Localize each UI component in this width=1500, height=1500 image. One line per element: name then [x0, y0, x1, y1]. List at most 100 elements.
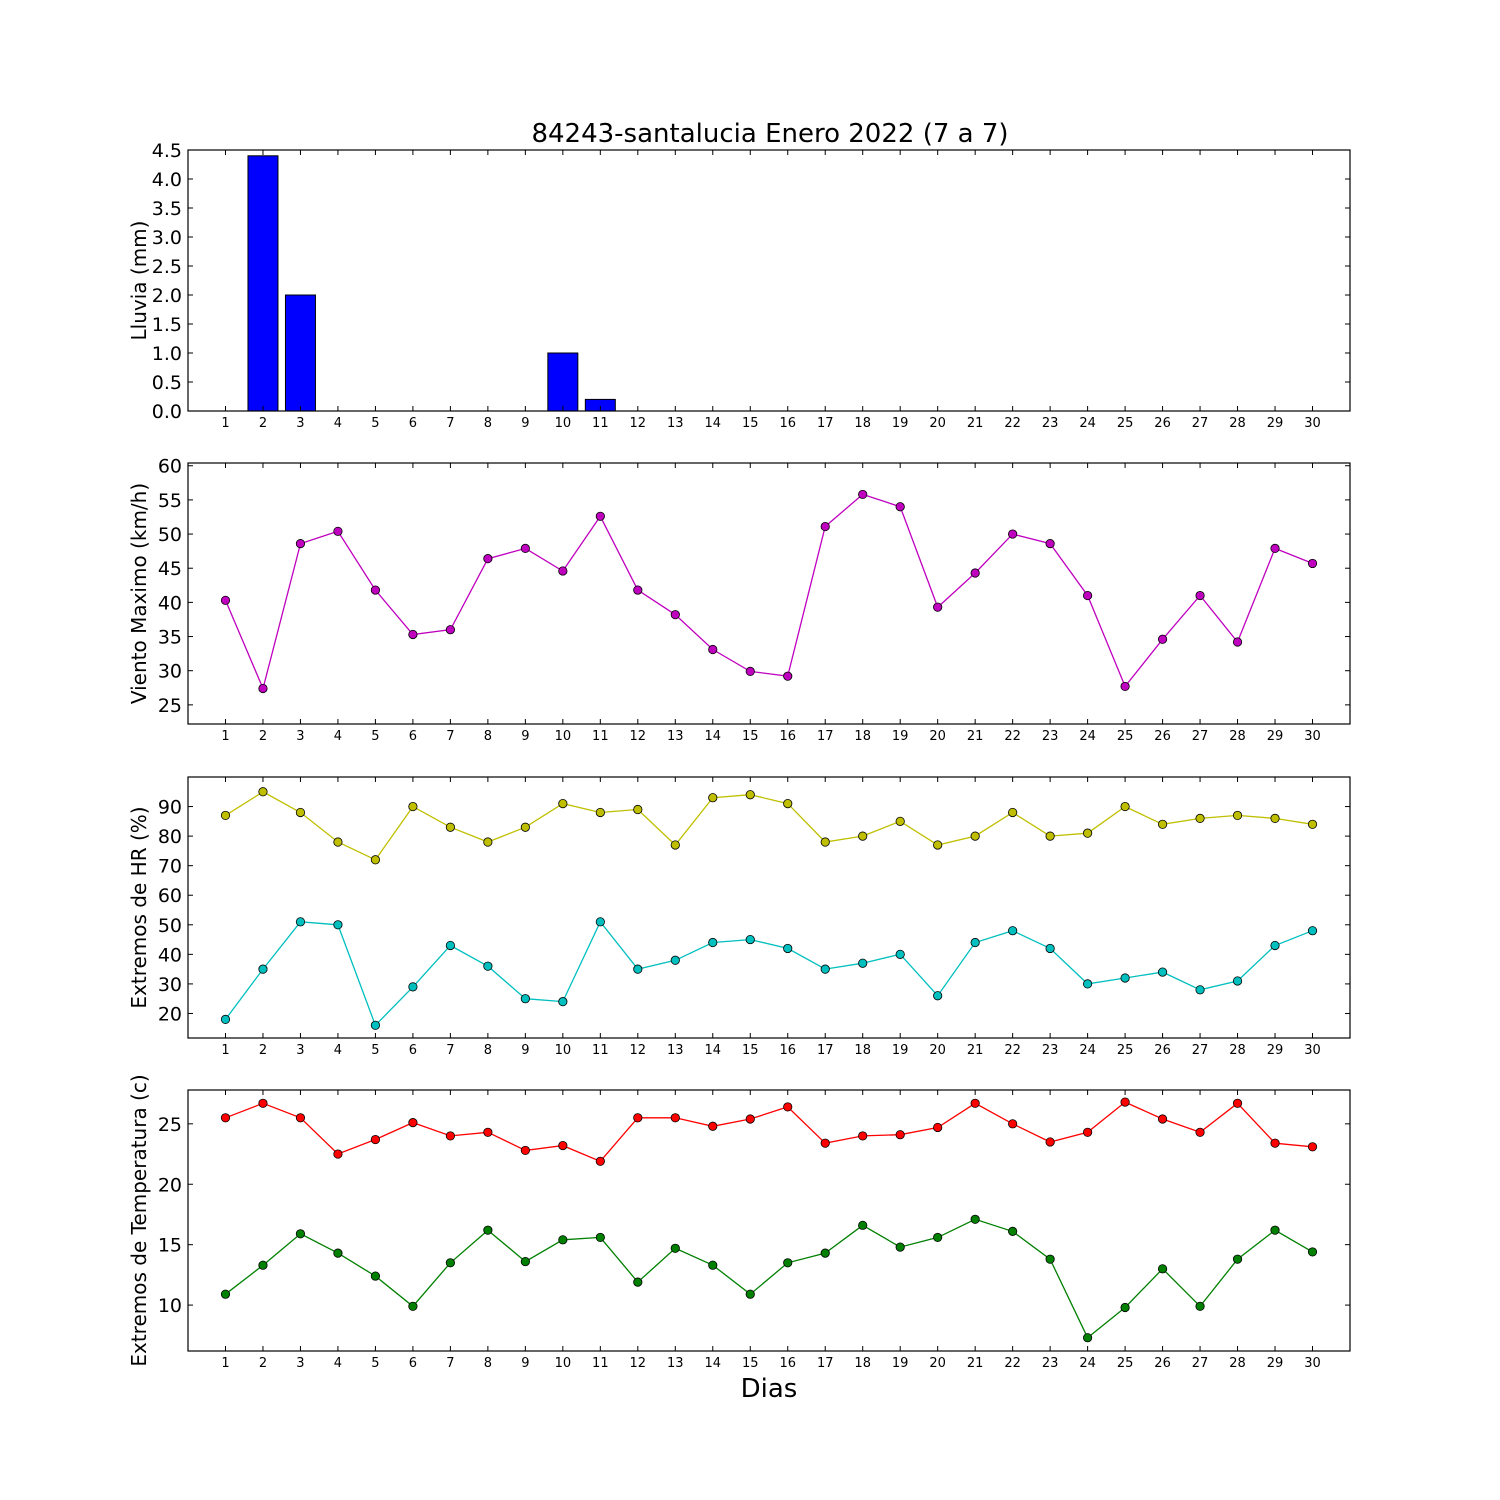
temperatura-point: [1307, 1247, 1318, 1257]
panel-temperatura: 1 2 3 4 5 6 7 8 9 10 11 12 13 14 15 16 17 18 19 20 21 22 23 24 2…: [127, 1074, 1351, 1371]
temperatura-point: [258, 1098, 268, 1108]
viento-point: [408, 629, 418, 640]
temperatura-point: [295, 1229, 306, 1239]
x-tick-label: 14: [705, 416, 722, 431]
x-tick-label: 18: [854, 1043, 871, 1058]
hr-point: [1083, 828, 1093, 838]
y-tick-label: 3.0: [152, 227, 182, 249]
hr-point: [558, 997, 568, 1007]
temperatura-point: [633, 1277, 643, 1287]
y-tick-label: 45: [158, 558, 182, 580]
viento-point: [745, 666, 755, 676]
temperatura-point: [1083, 1127, 1093, 1137]
y-tick-label: 60: [158, 456, 182, 478]
hr-point: [483, 837, 493, 847]
x-tick-label: 8: [484, 729, 492, 744]
x-tick-label: 28: [1229, 416, 1246, 431]
x-tick-label: 5: [371, 1043, 379, 1058]
hr-point: [820, 837, 830, 847]
temperatura-point: [295, 1113, 306, 1123]
hr-point: [1195, 985, 1205, 995]
temperatura-point: [1045, 1137, 1055, 1147]
x-tick-label: 17: [817, 729, 834, 744]
x-tick-label: 9: [521, 729, 529, 744]
x-tick-label: 10: [555, 1356, 572, 1371]
x-tick-label: 10: [555, 729, 572, 744]
x-tick-label: 4: [334, 1356, 342, 1371]
x-tick-label: 29: [1267, 1356, 1284, 1371]
x-tick-label: 21: [967, 1356, 984, 1371]
viento-point: [258, 683, 268, 694]
hr-point: [1045, 943, 1055, 954]
x-tick-label: 18: [854, 729, 871, 744]
x-tick-label: 10: [555, 416, 572, 431]
x-tick-label: 21: [967, 416, 984, 431]
temperatura-point: [670, 1113, 680, 1123]
x-tick-label: 15: [742, 1043, 759, 1058]
x-tick-label: 3: [296, 416, 304, 431]
viento-point: [220, 595, 231, 605]
temperatura-point: [633, 1113, 643, 1123]
temperatura-point: [858, 1131, 868, 1141]
y-tick-label: 40: [158, 592, 182, 614]
hr-point: [670, 955, 680, 965]
viento-point: [633, 585, 643, 595]
viento-point: [708, 644, 718, 655]
x-tick-label: 1: [221, 729, 229, 744]
temperatura-point: [445, 1131, 455, 1141]
viento-point: [670, 610, 680, 620]
hr-point: [1270, 940, 1280, 951]
hr-point: [1307, 819, 1318, 829]
temperatura-point: [445, 1258, 455, 1268]
y-tick-label: 70: [158, 856, 182, 878]
viento-point: [970, 568, 980, 578]
x-tick-label: 14: [705, 1043, 722, 1058]
hr-point: [820, 964, 830, 974]
x-tick-label: 3: [296, 1043, 304, 1058]
x-tick-label: 11: [592, 1043, 609, 1058]
hr-point: [783, 799, 793, 809]
x-tick-label: 13: [667, 1043, 684, 1058]
viento-point: [1232, 637, 1243, 647]
x-tick-label: 30: [1304, 1043, 1321, 1058]
x-tick-label: 4: [334, 416, 342, 431]
hr-point: [520, 822, 530, 832]
y-tick-label: 35: [158, 627, 182, 649]
temperatura-y-axis-title: Extremos de Temperatura (c): [127, 1074, 151, 1366]
x-tick-label: 25: [1117, 729, 1134, 744]
hr-point: [933, 840, 943, 850]
temperatura-point: [520, 1256, 530, 1267]
hr-point: [970, 937, 980, 948]
y-tick-label: 2.5: [152, 256, 182, 278]
hr-series-0-line: [225, 791, 1313, 861]
x-tick-label: 27: [1192, 729, 1209, 744]
hr-point: [370, 855, 381, 865]
x-tick-label: 4: [334, 729, 342, 744]
x-tick-label: 21: [967, 729, 984, 744]
temperatura-point: [520, 1145, 530, 1156]
hr-point: [1083, 979, 1093, 989]
panel-hr: 1 2 3 4 5 6 7 8 9 10 11 12 13 14 15 16 17 18 19 20 21 22 23 24 2…: [127, 776, 1351, 1058]
x-tick-label: 6: [409, 1043, 417, 1058]
temperatura-point: [1045, 1254, 1055, 1264]
hr-point: [745, 934, 755, 945]
x-tick-label: 30: [1304, 729, 1321, 744]
hr-point: [1157, 819, 1168, 829]
viento-y-axis-title: Viento Maximo (km/h): [127, 483, 151, 704]
x-tick-label: 21: [967, 1043, 984, 1058]
y-tick-label: 60: [158, 885, 182, 907]
hr-point: [895, 816, 905, 826]
hr-y-axis-title: Extremos de HR (%): [127, 806, 151, 1008]
x-tick-label: 17: [817, 1356, 834, 1371]
x-tick-label: 19: [892, 1043, 909, 1058]
y-tick-label: 50: [158, 524, 182, 546]
temperatura-point: [1157, 1114, 1168, 1124]
x-tick-label: 11: [592, 1356, 609, 1371]
temperatura-point: [595, 1232, 605, 1243]
temperatura-point: [1120, 1097, 1130, 1107]
x-tick-label: 10: [555, 1043, 572, 1058]
temperatura-point: [370, 1271, 381, 1281]
viento-point: [858, 489, 868, 500]
temperatura-point: [1195, 1127, 1205, 1137]
temperatura-point: [333, 1149, 343, 1159]
